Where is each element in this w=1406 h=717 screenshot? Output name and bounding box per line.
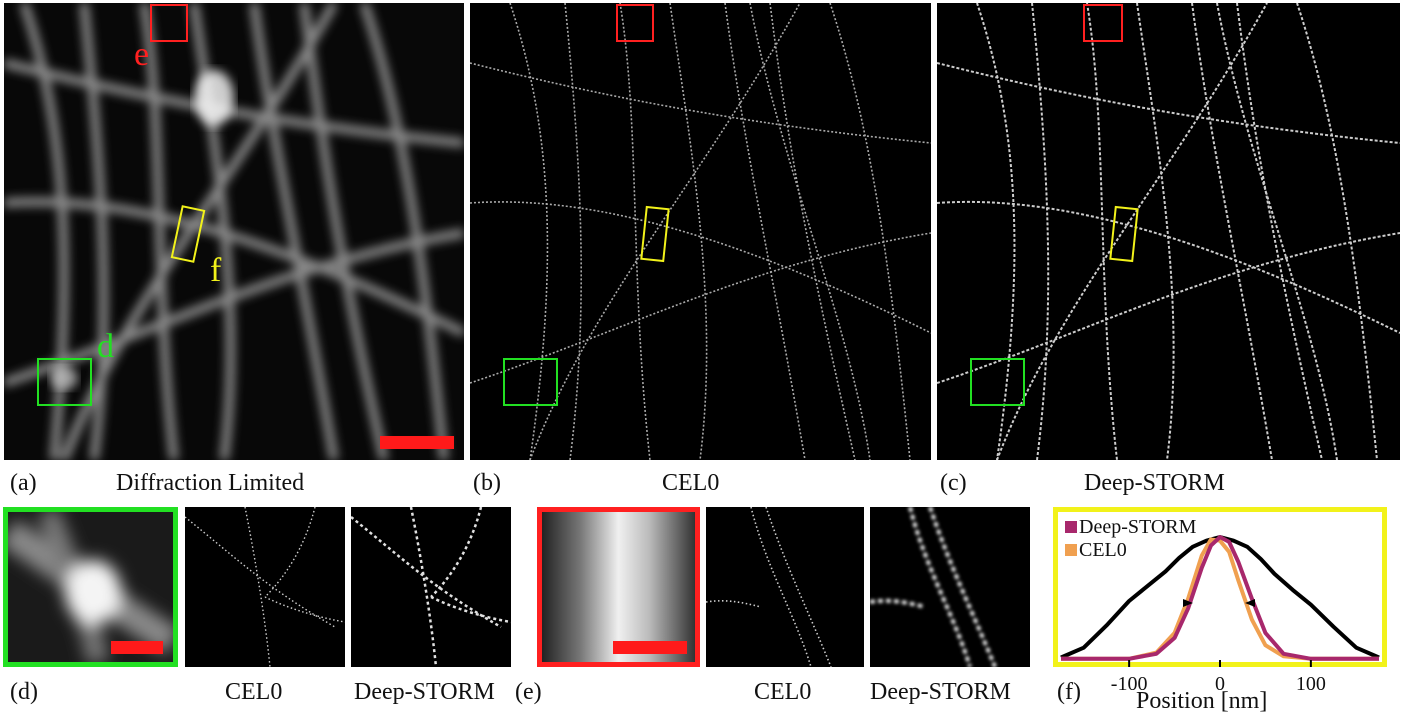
panel-d-deep-storm-caption: Deep-STORM [354, 679, 495, 705]
panel-c-letter: (c) [940, 470, 967, 496]
panel-e-cel0-zoom [706, 507, 864, 667]
roi-box-e [150, 4, 188, 42]
panel-c-deep-storm-image [937, 3, 1400, 460]
roi-box-e-b [616, 4, 654, 42]
scale-bar-e [613, 641, 687, 654]
roi-box-d-b [503, 358, 558, 406]
panel-e-letter: (e) [515, 679, 542, 705]
x-tick-label: 0 [1215, 673, 1225, 695]
panel-a-letter: (a) [10, 470, 37, 496]
scale-bar-d [111, 641, 163, 654]
chart-xlabel: Position [nm] [1136, 688, 1268, 714]
roi-label-d: d [97, 328, 114, 365]
panel-d-cel0-caption: CEL0 [225, 679, 283, 705]
panel-e-diffraction-zoom [537, 507, 700, 667]
legend-swatch-deep-storm [1065, 521, 1077, 533]
panel-d-diffraction-zoom [3, 507, 178, 667]
x-tick-label: -100 [1111, 673, 1148, 695]
roi-box-d-c [970, 358, 1025, 406]
panel-b-caption: CEL0 [662, 470, 720, 496]
fwhm-arrow-right [1245, 599, 1255, 607]
panel-d-letter: (d) [10, 679, 38, 705]
profile-chart-frame [1053, 507, 1387, 667]
x-tick-label: 100 [1296, 673, 1326, 695]
series-line-deep-storm [1061, 535, 1379, 661]
panel-b-letter: (b) [473, 470, 501, 496]
panel-e-cel0-caption: CEL0 [754, 679, 812, 705]
roi-box-e-c [1083, 4, 1123, 42]
panel-a-caption: Diffraction Limited [116, 470, 305, 496]
panel-e-deep-storm-caption: Deep-STORM [870, 679, 1011, 705]
panel-d-deep-storm-zoom [351, 507, 511, 667]
panel-b-cel0-image [470, 3, 931, 460]
legend-label-cel0: CEL0 [1079, 539, 1127, 561]
fwhm-arrow-left [1183, 599, 1193, 607]
panel-c-caption: Deep-STORM [1084, 470, 1225, 496]
panel-d-cel0-zoom [185, 507, 345, 667]
legend-swatch-cel0 [1065, 544, 1077, 556]
panel-a-diffraction-image [4, 3, 464, 460]
roi-label-e: e [134, 36, 150, 73]
panel-e-deep-storm-zoom [870, 507, 1030, 667]
scale-bar-a [380, 436, 454, 449]
profile-chart: -100 0 100 Deep-STORM CEL0 [1060, 516, 1380, 695]
roi-label-f: f [210, 252, 222, 289]
panel-f-letter: (f) [1057, 679, 1081, 705]
roi-box-d [37, 358, 92, 406]
chart-legend: Deep-STORM CEL0 [1065, 516, 1197, 561]
legend-label-deep-storm: Deep-STORM [1079, 516, 1197, 538]
